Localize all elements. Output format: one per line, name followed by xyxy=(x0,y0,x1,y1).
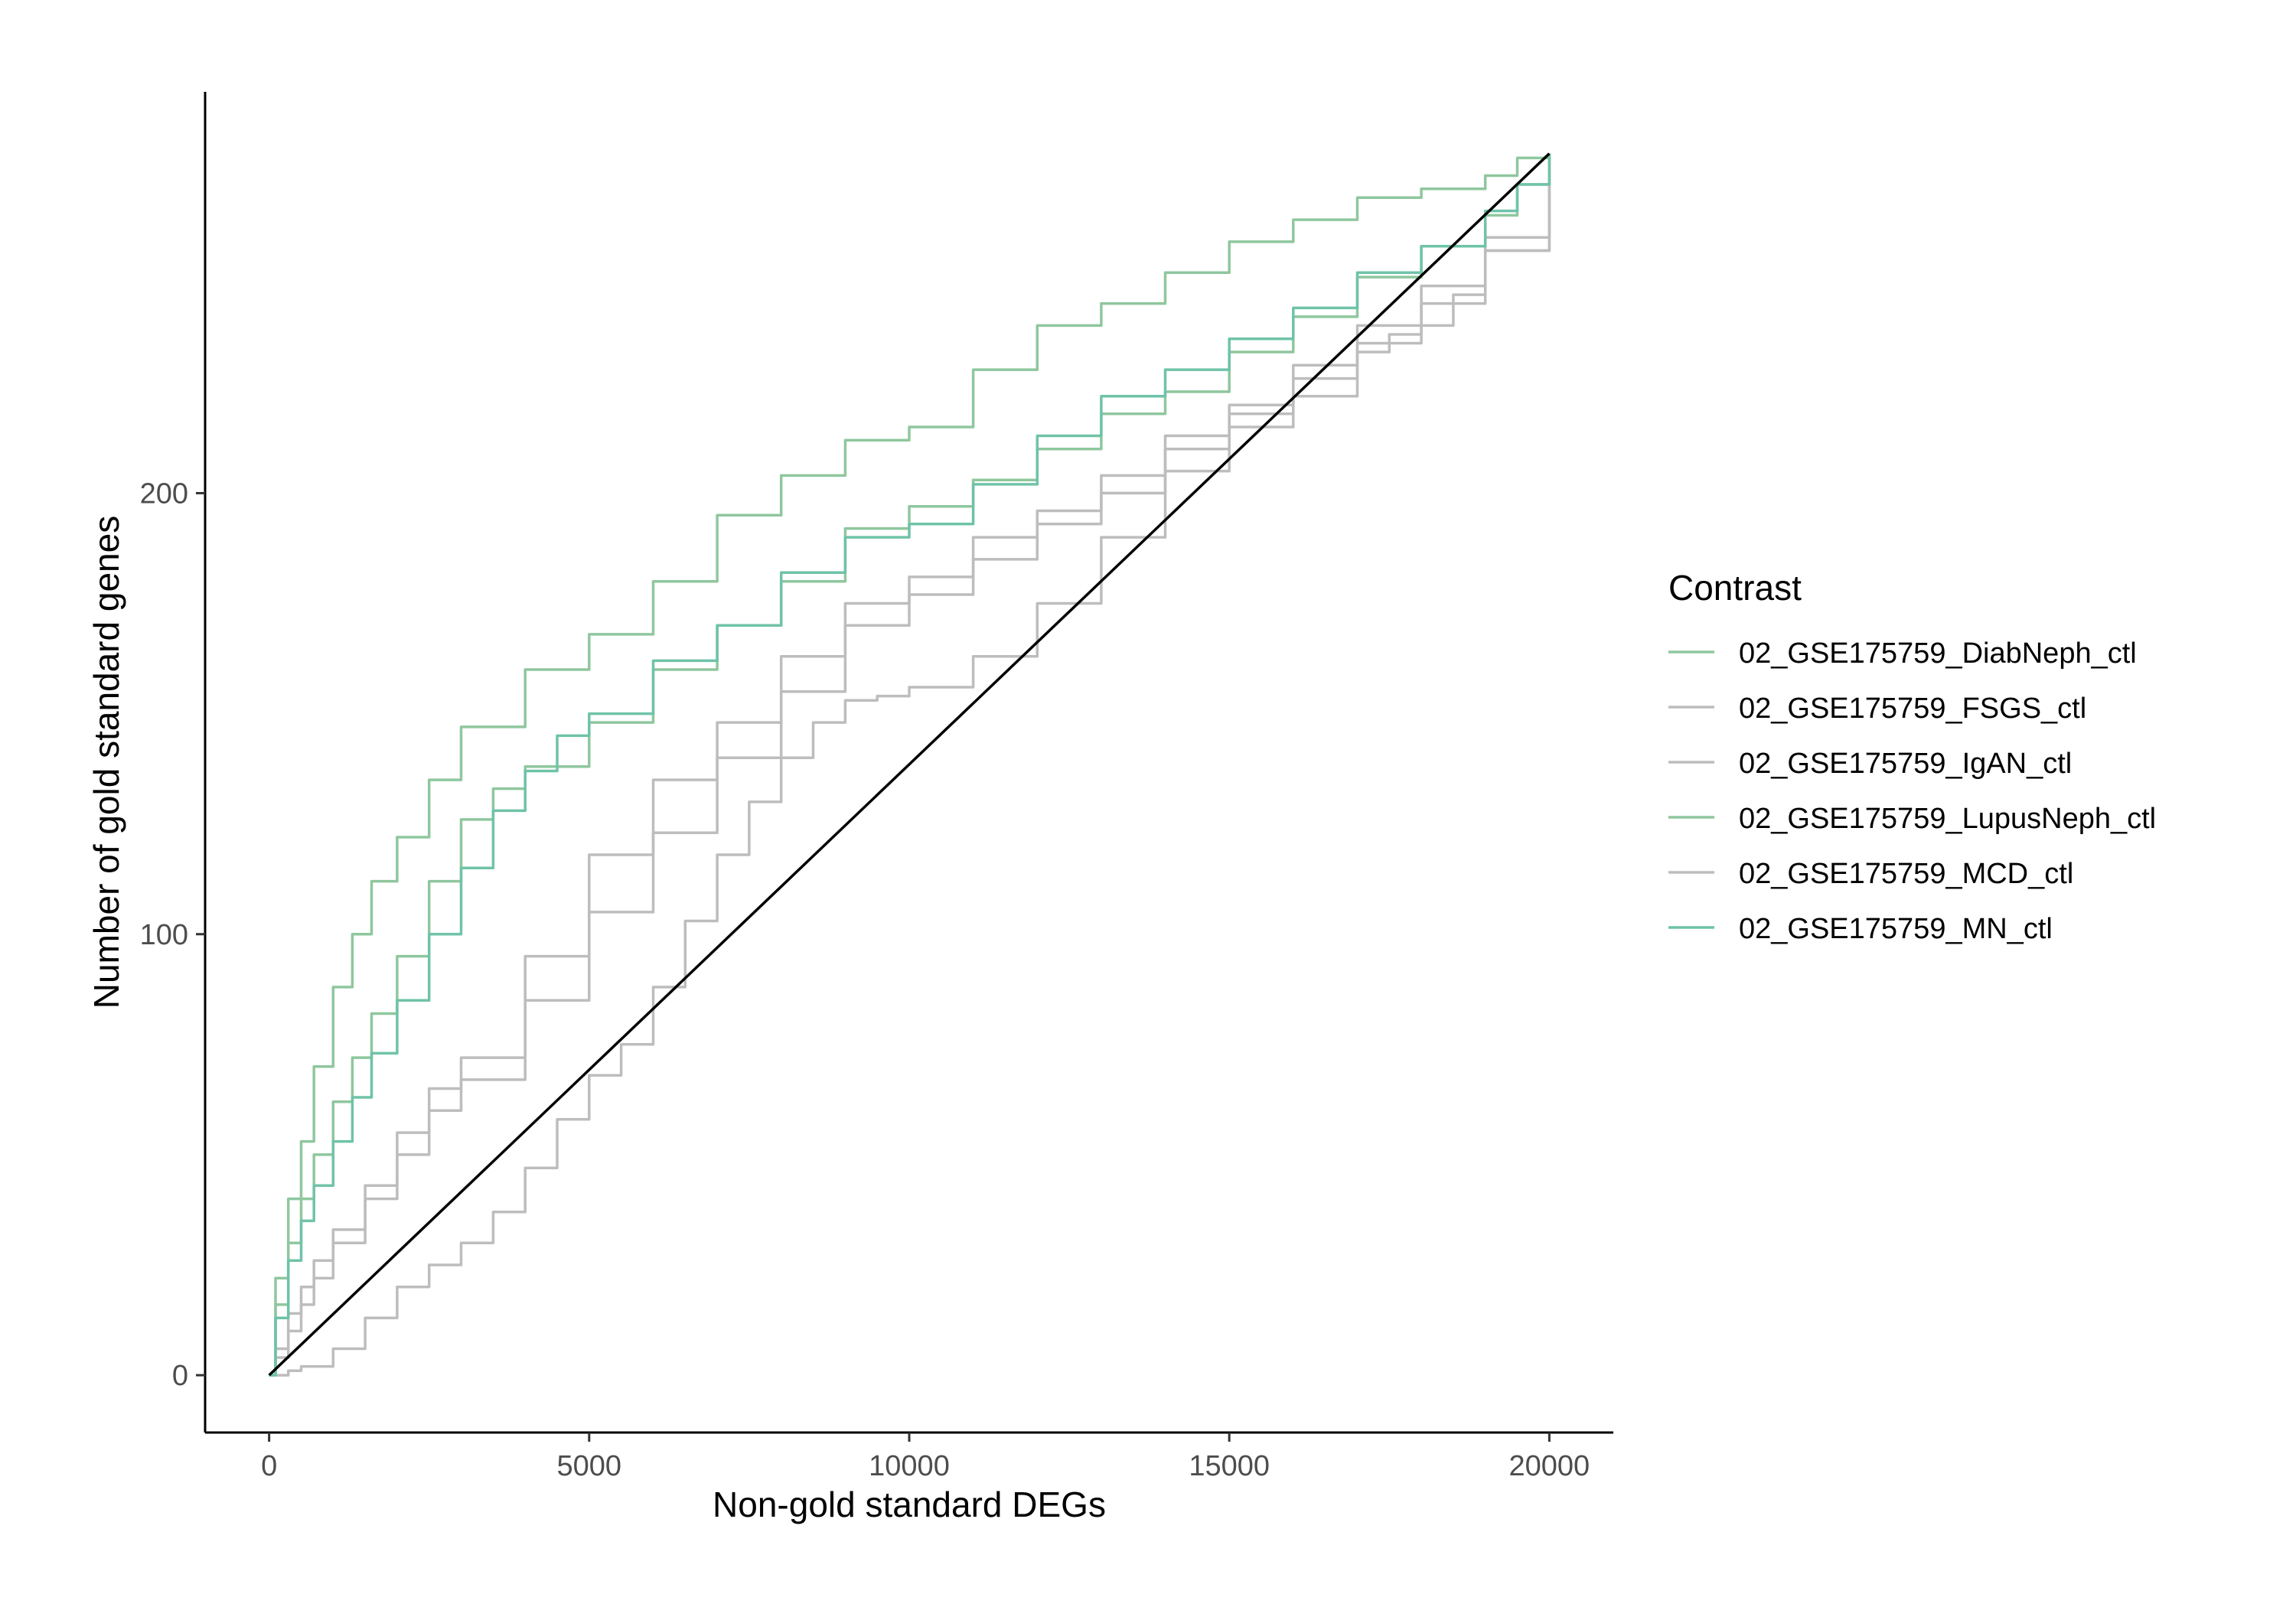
x-tick-label: 10000 xyxy=(869,1450,950,1482)
y-tick-label: 0 xyxy=(172,1360,188,1392)
x-tick-label: 20000 xyxy=(1509,1450,1590,1482)
legend-title: Contrast xyxy=(1668,568,1802,608)
legend-label-2: 02_GSE175759_FSGS_ctl xyxy=(1739,693,2086,725)
x-ticks: 0 5000 10000 15000 20000 xyxy=(261,1433,1590,1482)
y-ticks: 0 100 200 xyxy=(140,478,205,1392)
series-line-6 xyxy=(269,153,1551,1377)
x-tick-label: 15000 xyxy=(1189,1450,1270,1482)
series-line-5 xyxy=(269,153,1551,1377)
legend: Contrast 02_GSE175759_DiabNeph_ctl 02_GSE… xyxy=(1668,568,2156,945)
legend-label-4: 02_GSE175759_LupusNeph_ctl xyxy=(1739,803,2156,835)
x-tick-label: 0 xyxy=(261,1450,277,1482)
series-layer xyxy=(269,153,1551,1377)
series-line-1 xyxy=(269,153,1551,1377)
y-tick-label: 100 xyxy=(140,919,188,951)
series-line-4 xyxy=(269,153,1551,1377)
reference-line xyxy=(268,152,1551,1377)
y-tick-label: 200 xyxy=(140,478,188,510)
legend-label-6: 02_GSE175759_MN_ctl xyxy=(1739,913,2053,945)
legend-label-1: 02_GSE175759_DiabNeph_ctl xyxy=(1739,637,2137,670)
legend-label-3: 02_GSE175759_IgAN_ctl xyxy=(1739,748,2072,780)
x-tick-label: 5000 xyxy=(557,1450,622,1482)
legend-label-5: 02_GSE175759_MCD_ctl xyxy=(1739,858,2073,890)
y-axis-title: Number of gold standard genes xyxy=(86,516,126,1009)
x-axis-title: Non-gold standard DEGs xyxy=(713,1485,1106,1524)
